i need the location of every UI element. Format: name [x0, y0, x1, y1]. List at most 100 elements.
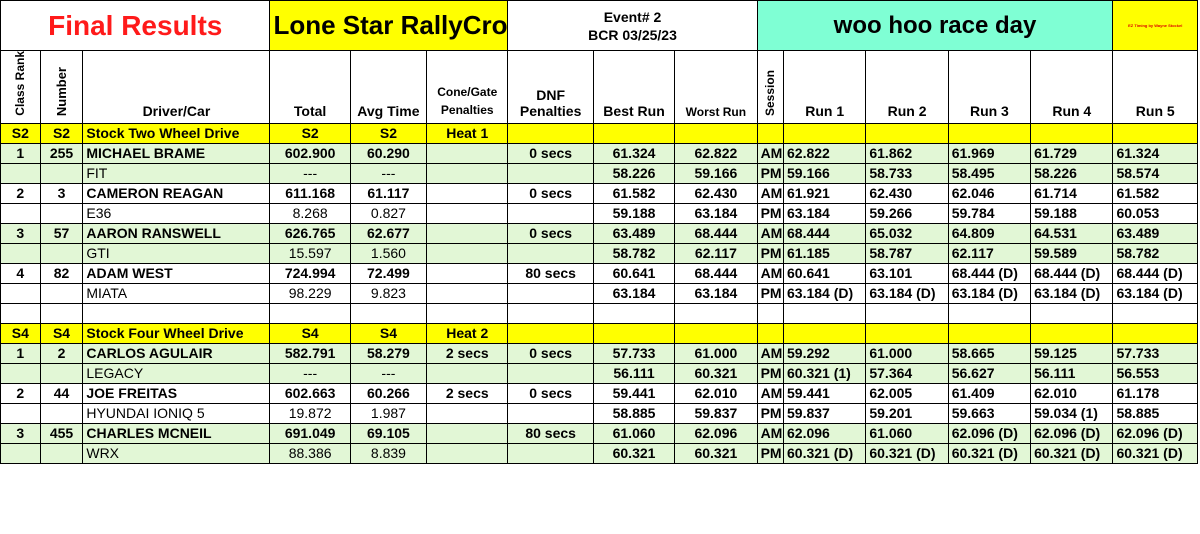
worst-run: 63.184	[674, 202, 758, 224]
run-time: 58.574	[1112, 162, 1198, 184]
car-number: 82	[39, 262, 84, 284]
best-run: 61.582	[592, 182, 676, 204]
class-rank: 3	[0, 222, 41, 244]
spacer-cell	[674, 302, 758, 324]
class-code: S2	[349, 122, 428, 144]
car-model: WRX	[82, 442, 271, 464]
run-time: 58.782	[1112, 242, 1198, 264]
header-run-1: Run 1	[782, 50, 867, 124]
empty-cell	[39, 282, 84, 304]
avg-time: 60.290	[349, 142, 428, 164]
empty-cell	[507, 202, 594, 224]
spacer-cell	[82, 302, 271, 324]
header-best-run: Best Run	[592, 50, 676, 124]
dnf-penalty: 80 secs	[507, 422, 594, 444]
spacer-cell	[947, 302, 1032, 324]
header-run-5: Run 5	[1112, 50, 1198, 124]
total-time: 724.994	[269, 262, 351, 284]
header-driver-car: Driver/Car	[82, 50, 271, 124]
avg-time: 61.117	[349, 182, 428, 204]
empty-cell	[39, 442, 84, 464]
run-time: 59.441	[782, 382, 867, 404]
driver-row: 1 255 MICHAEL BRAME 602.900 60.290 0 secs 61.3…	[0, 142, 1198, 164]
worst-run: 60.321	[674, 362, 758, 384]
total-time: 602.900	[269, 142, 351, 164]
worst-run: 59.166	[674, 162, 758, 184]
class-row-cell	[782, 122, 867, 144]
empty-cell	[426, 442, 509, 464]
header-number: Number	[39, 50, 84, 124]
total-diff: 88.386	[269, 442, 351, 464]
empty-cell	[507, 442, 594, 464]
avg-diff: ---	[349, 162, 428, 184]
car-number: 255	[39, 142, 84, 164]
class-rank: 2	[0, 182, 41, 204]
avg-time: 58.279	[349, 342, 428, 364]
banner-row: Final Results Lone Star RallyCross Event…	[0, 0, 1198, 51]
run-time: 61.862	[865, 142, 949, 164]
empty-cell	[426, 362, 509, 384]
car-row: GTI 15.597 1.560 58.782 62.117 PM 61.185 58.787…	[0, 242, 1198, 264]
run-time: 60.321 (D)	[1030, 442, 1114, 464]
car-model: FIT	[82, 162, 271, 184]
results-table: Final Results Lone Star RallyCross Event…	[0, 0, 1198, 464]
class-row-cell	[947, 122, 1032, 144]
driver-row: 2 3 CAMERON REAGAN 611.168 61.117 0 secs 61.58…	[0, 182, 1198, 204]
best-run: 61.060	[592, 422, 676, 444]
class-rank: 2	[0, 382, 41, 404]
car-number: 44	[39, 382, 84, 404]
total-time: 611.168	[269, 182, 351, 204]
empty-cell	[426, 242, 509, 264]
car-row: HYUNDAI IONIQ 5 19.872 1.987 58.885 59.837 PM…	[0, 402, 1198, 424]
heat-label: Heat 1	[426, 122, 509, 144]
avg-diff: 0.827	[349, 202, 428, 224]
class-code: S4	[349, 322, 428, 344]
spacer-cell	[269, 302, 351, 324]
avg-time: 62.677	[349, 222, 428, 244]
run-time: 60.321 (D)	[782, 442, 867, 464]
header-avg-time: Avg Time	[349, 50, 428, 124]
class-code: S2	[0, 122, 41, 144]
driver-row: 4 82 ADAM WEST 724.994 72.499 80 secs 60.641 68…	[0, 262, 1198, 284]
spacer-cell	[756, 302, 785, 324]
run-time: 63.184 (D)	[1112, 282, 1198, 304]
cone-penalty	[426, 222, 509, 244]
driver-name: CHARLES MCNEIL	[82, 422, 271, 444]
run-time: 57.733	[1112, 342, 1198, 364]
run-time: 61.714	[1030, 182, 1114, 204]
avg-time: 72.499	[349, 262, 428, 284]
header-total: Total	[269, 50, 351, 124]
class-row-cell	[592, 322, 676, 344]
header-worst-run: Worst Run	[674, 50, 758, 124]
avg-diff: ---	[349, 362, 428, 384]
class-rank: 3	[0, 422, 41, 444]
spacer-row	[0, 302, 1198, 324]
driver-row: 2 44 JOE FREITAS 602.663 60.266 2 secs 0 secs 5…	[0, 382, 1198, 404]
session: PM	[756, 282, 785, 304]
worst-run: 62.430	[674, 182, 758, 204]
spacer-cell	[1112, 302, 1198, 324]
spacer-cell	[507, 302, 594, 324]
class-row-cell	[507, 122, 594, 144]
worst-run: 68.444	[674, 222, 758, 244]
avg-time: 60.266	[349, 382, 428, 404]
best-run: 63.184	[592, 282, 676, 304]
run-time: 59.125	[1030, 342, 1114, 364]
class-row-cell	[865, 322, 949, 344]
header-cone-gate: Cone/Gate Penalties	[426, 50, 509, 124]
driver-name: CAMERON REAGAN	[82, 182, 271, 204]
empty-cell	[426, 282, 509, 304]
empty-cell	[0, 282, 41, 304]
page-title: Final Results	[0, 0, 271, 51]
class-code: S4	[39, 322, 84, 344]
session: AM	[756, 422, 785, 444]
run-time: 56.111	[1030, 362, 1114, 384]
total-time: 582.791	[269, 342, 351, 364]
run-time: 58.226	[1030, 162, 1114, 184]
total-diff: ---	[269, 162, 351, 184]
run-time: 59.266	[865, 202, 949, 224]
class-row: S4 S4 Stock Four Wheel Drive S4 S4 Heat 2	[0, 322, 1198, 344]
run-time: 62.005	[865, 382, 949, 404]
class-row-cell	[756, 122, 785, 144]
run-time: 64.531	[1030, 222, 1114, 244]
